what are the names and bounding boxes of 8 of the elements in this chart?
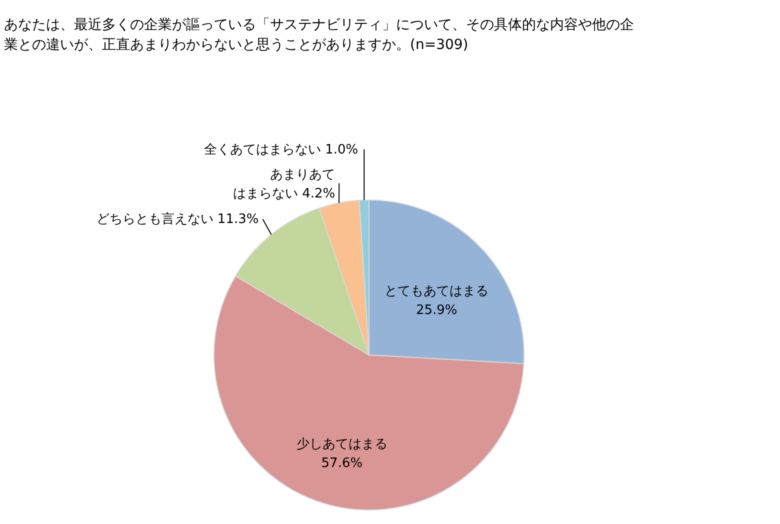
slice-label: とてもあてはまる [384,284,489,300]
slice-label: あまりあてはまらない 4.2% [232,167,336,202]
chart-title: あなたは、最近多くの企業が謳っている「サステナビリティ」について、その具体的な内容や他の企業との違いが、正直あまりわからないと思うことがありますか。(n=309) [4,17,634,53]
slice-label: 全くあてはまらない 1.0% [204,142,358,158]
data-label: 57.6% [321,456,363,471]
data-label: 25.9% [416,303,458,318]
slice-label: 少しあてはまる [296,436,388,452]
slice-label: どちらとも言えない 11.3% [96,211,259,228]
